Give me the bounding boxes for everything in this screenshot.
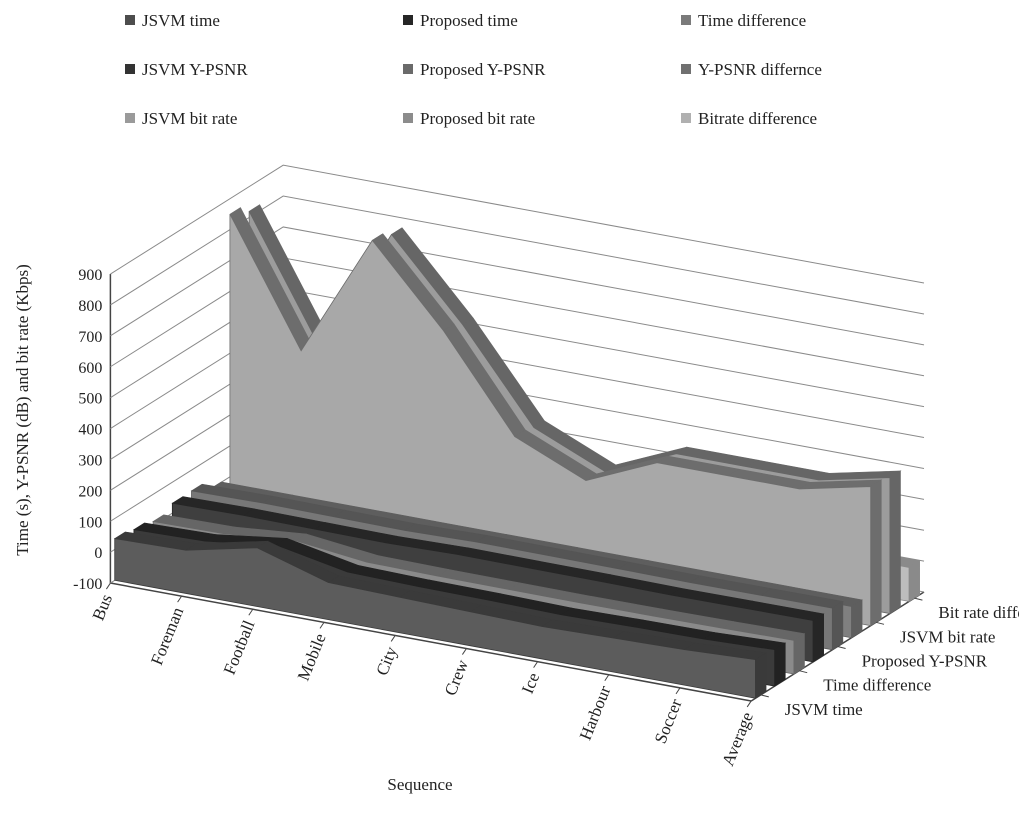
legend-item: JSVM Y-PSNR	[125, 60, 248, 79]
legend-swatch	[125, 64, 135, 74]
x-tick-label: Soccer	[651, 696, 686, 746]
x-tick-mark	[675, 687, 681, 695]
gridline	[110, 226, 925, 346]
depth-tick-label: JSVM time	[785, 700, 863, 719]
area-end-cap	[832, 600, 844, 651]
x-tick-label: City	[372, 643, 401, 678]
gridline	[110, 195, 925, 315]
legend-label: Bitrate difference	[698, 109, 817, 128]
legend-swatch	[403, 64, 413, 74]
y-axis-title: Time (s), Y-PSNR (dB) and bit rate (Kbps…	[13, 264, 32, 556]
x-tick-mark	[604, 674, 610, 682]
legend-swatch	[125, 113, 135, 123]
x-axis-line	[110, 582, 752, 702]
legend-item: JSVM time	[125, 11, 220, 30]
x-tick-label: Crew	[441, 656, 473, 698]
legend-item: Time difference	[681, 11, 806, 30]
series-jsvm-time	[113, 531, 767, 699]
x-tick-mark	[319, 622, 325, 629]
y-tick-label: 0	[94, 545, 102, 562]
legend-label: Time difference	[698, 11, 806, 30]
y-tick-label: 400	[78, 422, 102, 439]
depth-tick-mark	[760, 694, 769, 698]
legend-swatch	[125, 15, 135, 25]
legend-label: Proposed bit rate	[420, 109, 535, 128]
legend-item: Proposed time	[403, 11, 518, 30]
depth-tick-label: Bit rate difference	[938, 603, 1019, 622]
area-end-cap	[812, 613, 824, 663]
x-tick-label: Foreman	[147, 604, 187, 668]
x-tick-label: Mobile	[294, 631, 330, 684]
legend-label: Y-PSNR differnce	[698, 60, 822, 79]
x-tick-label: Football	[220, 617, 259, 677]
chart-series-group	[113, 204, 921, 699]
x-tick-mark	[533, 661, 539, 668]
y-tick-label: 100	[78, 514, 102, 531]
legend-item: Y-PSNR differnce	[681, 60, 822, 79]
depth-tick-label: JSVM bit rate	[900, 627, 995, 646]
gridline	[110, 164, 925, 284]
depth-tick-mark	[799, 670, 808, 674]
y-tick-label: 200	[78, 483, 102, 500]
legend-swatch	[403, 15, 413, 25]
y-tick-label: 900	[78, 267, 102, 284]
y-tick-label: -100	[73, 576, 102, 593]
area-end-cap	[851, 599, 863, 639]
x-tick-label: Bus	[89, 591, 117, 623]
legend-item: JSVM bit rate	[125, 109, 237, 128]
legend-swatch	[681, 64, 691, 74]
x-tick-mark	[746, 700, 752, 708]
area-end-cap	[870, 479, 882, 627]
depth-tick-mark	[875, 621, 885, 625]
x-tick-mark	[177, 595, 183, 603]
legend-label: Proposed time	[420, 11, 518, 30]
chart-legend: JSVM time Proposed time Time difference JSV…	[125, 11, 822, 128]
x-axis-title: Sequence	[387, 775, 452, 794]
x-tick-mark	[105, 582, 111, 590]
y-tick-label: 500	[78, 391, 102, 408]
area-end-cap	[774, 642, 786, 687]
legend-item: Bitrate difference	[681, 109, 817, 128]
y-tick-label: 700	[78, 329, 102, 346]
depth-tick-mark	[837, 646, 846, 649]
x-tick-label: Harbour	[576, 683, 615, 743]
y-tick-label: 800	[78, 298, 102, 315]
depth-tick-mark	[914, 597, 923, 601]
depth-tick-label: Proposed Y-PSNR	[862, 652, 988, 671]
legend-label: JSVM bit rate	[142, 109, 237, 128]
x-tick-label: Average	[718, 709, 757, 768]
legend-label: Proposed Y-PSNR	[420, 60, 546, 79]
x-tick-mark	[390, 635, 396, 642]
legend-swatch	[681, 113, 691, 123]
x-tick-label: Ice	[518, 670, 543, 696]
y-tick-label: 300	[78, 452, 102, 469]
legend-swatch	[681, 15, 691, 25]
y-tick-label: 600	[78, 360, 102, 377]
legend-label: JSVM Y-PSNR	[142, 60, 248, 79]
depth-tick-label: Time difference	[823, 676, 931, 695]
area-end-cap	[889, 470, 901, 615]
area-end-cap	[755, 652, 767, 699]
x-tick-mark	[248, 608, 254, 616]
legend-item: Proposed Y-PSNR	[403, 60, 546, 79]
legend-swatch	[403, 113, 413, 123]
x-tick-mark	[461, 648, 467, 655]
legend-item: Proposed bit rate	[403, 109, 535, 128]
area-end-cap	[908, 560, 920, 602]
legend-label: JSVM time	[142, 11, 220, 30]
area-end-cap	[793, 633, 805, 675]
